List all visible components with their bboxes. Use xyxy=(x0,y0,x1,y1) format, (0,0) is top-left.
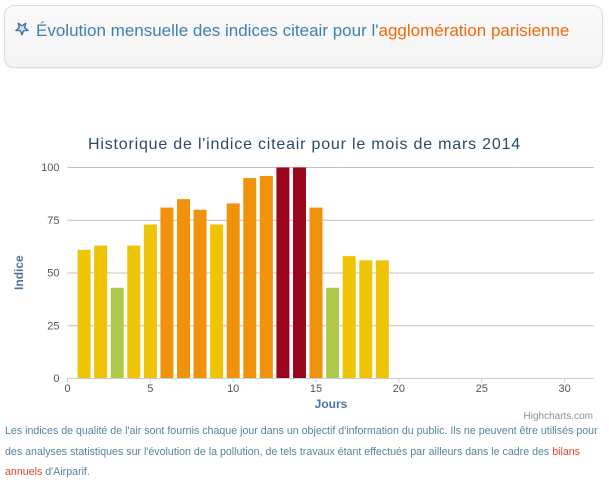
svg-text:5: 5 xyxy=(147,383,153,395)
svg-text:15: 15 xyxy=(310,383,322,395)
svg-text:25: 25 xyxy=(476,383,488,395)
svg-text:0: 0 xyxy=(64,383,70,395)
svg-text:50: 50 xyxy=(47,268,59,280)
svg-text:Jours: Jours xyxy=(315,397,348,411)
svg-text:30: 30 xyxy=(558,383,570,395)
svg-text:10: 10 xyxy=(227,383,239,395)
svg-text:Highcharts.com: Highcharts.com xyxy=(524,411,593,422)
svg-text:Indice: Indice xyxy=(12,255,26,290)
svg-text:25: 25 xyxy=(47,320,59,332)
svg-text:Historique de l'indice citeair: Historique de l'indice citeair pour le m… xyxy=(88,136,521,153)
svg-text:100: 100 xyxy=(41,162,59,174)
svg-text:20: 20 xyxy=(393,383,405,395)
svg-text:0: 0 xyxy=(53,373,59,385)
svg-text:75: 75 xyxy=(47,215,59,227)
